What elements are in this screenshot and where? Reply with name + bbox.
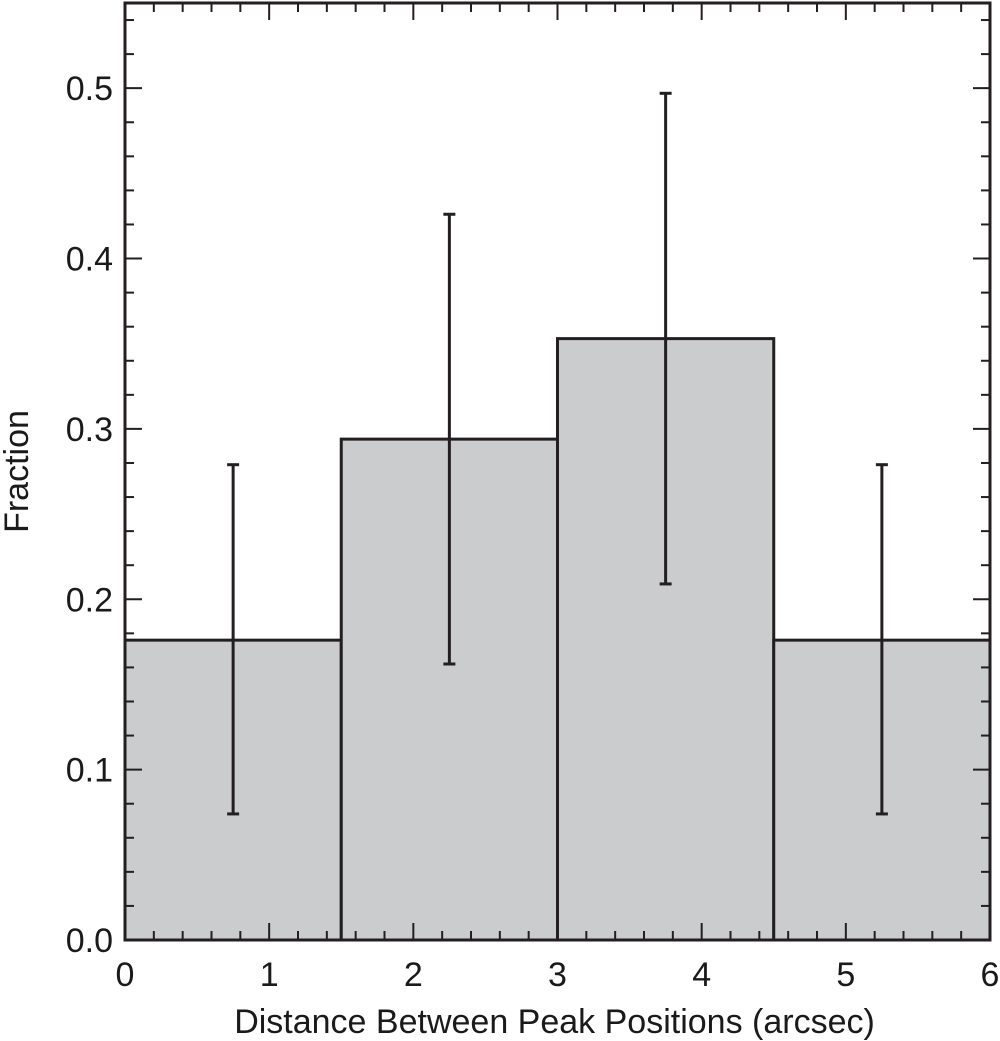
y-axis-title: Fraction bbox=[0, 410, 36, 533]
x-tick-label: 3 bbox=[548, 956, 567, 994]
x-tick-label: 1 bbox=[260, 956, 279, 994]
x-tick-label: 6 bbox=[981, 956, 1000, 994]
error-bar-4 bbox=[875, 463, 888, 816]
x-axis-title: Distance Between Peak Positions (arcsec) bbox=[234, 1003, 875, 1041]
x-tick-label: 5 bbox=[836, 956, 855, 994]
x-tick-label: 0 bbox=[116, 956, 135, 994]
y-tick-label: 0.2 bbox=[66, 581, 113, 619]
y-tick-label: 0.1 bbox=[66, 752, 113, 790]
error-bar-2 bbox=[443, 212, 456, 666]
ticks-layer bbox=[124, 3, 991, 941]
error-bar-3 bbox=[659, 91, 672, 586]
bars-layer bbox=[123, 337, 992, 942]
error-bar-1 bbox=[227, 463, 240, 816]
y-tick-label: 0.5 bbox=[66, 70, 113, 108]
x-tick-label: 2 bbox=[404, 956, 423, 994]
x-tick-label: 4 bbox=[692, 956, 711, 994]
y-tick-label: 0.0 bbox=[66, 922, 113, 960]
y-tick-label: 0.4 bbox=[66, 241, 113, 279]
tick-labels-layer: 0 1 2 3 4 5 6 0.0 0.1 0.2 0.3 0.4 0.5 bbox=[66, 70, 1000, 994]
errorbars-layer bbox=[227, 91, 888, 816]
y-tick-label: 0.3 bbox=[66, 411, 113, 449]
